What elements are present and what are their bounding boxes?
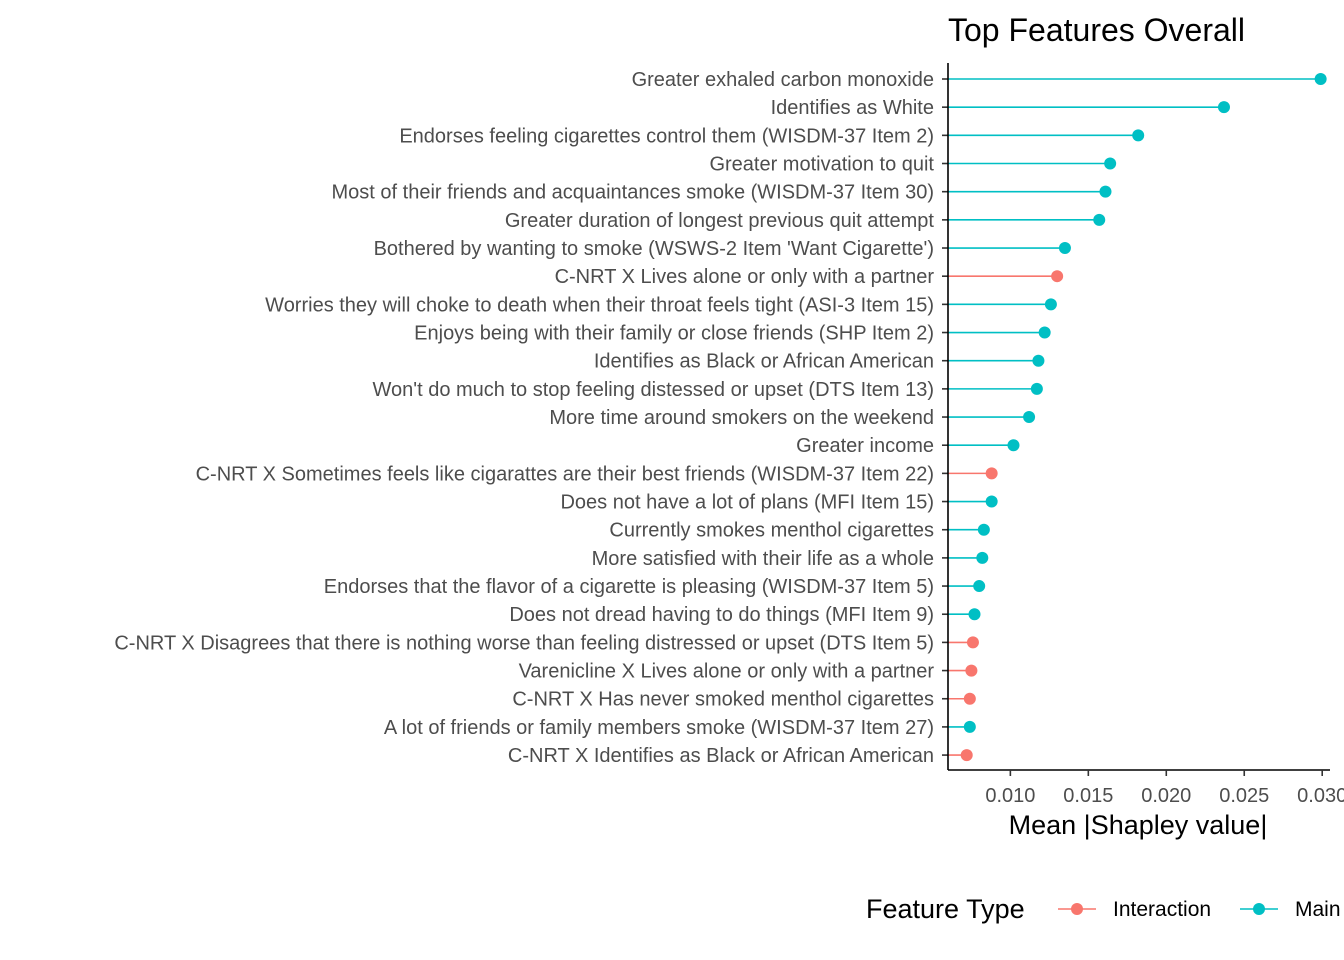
legend-label-main: Main (1295, 898, 1341, 921)
feature-row: Greater duration of longest previous qui… (505, 210, 1106, 232)
lollipop-point (963, 720, 976, 733)
lollipop-point (1217, 101, 1230, 114)
x-tick-label: 0.025 (1219, 785, 1269, 807)
feature-row: Greater exhaled carbon monoxide (632, 69, 1327, 91)
feature-row: C-NRT X Identifies as Black or African A… (508, 745, 973, 767)
lollipop-point (1038, 326, 1051, 339)
feature-row: Bothered by wanting to smoke (WSWS-2 Ite… (374, 238, 1071, 260)
y-tick-label: C-NRT X Has never smoked menthol cigaret… (512, 689, 934, 711)
y-tick-label: A lot of friends or family members smoke… (384, 717, 934, 739)
feature-row: C-NRT X Has never smoked menthol cigaret… (512, 689, 976, 711)
y-tick-label: Most of their friends and acquaintances … (332, 182, 934, 204)
y-tick-label: C-NRT X Sometimes feels like cigarattes … (196, 463, 934, 485)
lollipop-point (1093, 213, 1106, 226)
legend: Feature Type Interaction Main (866, 894, 1341, 924)
y-tick-label: Greater motivation to quit (709, 154, 934, 176)
feature-row: Identifies as Black or African American (594, 351, 1045, 373)
y-tick-label: Greater duration of longest previous qui… (505, 210, 935, 232)
y-tick-label: Endorses feeling cigarettes control them… (399, 125, 934, 147)
y-tick-label: Identifies as White (771, 97, 934, 119)
lollipop-point (1099, 185, 1112, 198)
feature-row: More satisfied with their life as a whol… (592, 548, 989, 570)
lollipop-point (963, 692, 976, 705)
y-tick-label: More time around smokers on the weekend (549, 407, 934, 429)
x-tick-label: 0.030 (1297, 785, 1344, 807)
feature-row: C-NRT X Lives alone or only with a partn… (555, 266, 1064, 288)
chart-title: Top Features Overall (948, 12, 1245, 48)
y-tick-label: Enjoys being with their family or close … (414, 323, 934, 345)
y-tick-label: Does not have a lot of plans (MFI Item 1… (560, 492, 934, 514)
feature-row: More time around smokers on the weekend (549, 407, 1036, 429)
lollipop-point (966, 636, 979, 649)
legend-key-point-interaction (1071, 903, 1083, 915)
x-axis-title: Mean |Shapley value| (1009, 810, 1268, 840)
y-tick-label: C-NRT X Lives alone or only with a partn… (555, 266, 935, 288)
lollipop-point (1023, 411, 1036, 424)
y-tick-label: Varenicline X Lives alone or only with a… (519, 661, 935, 683)
x-tick-label: 0.010 (985, 785, 1035, 807)
lollipop-point (1314, 73, 1327, 85)
x-axis-ticks: 0.010 0.015 0.020 0.025 0.030 (985, 770, 1344, 807)
legend-title: Feature Type (866, 894, 1025, 924)
feature-row: Enjoys being with their family or close … (414, 323, 1051, 345)
lollipop-point (960, 749, 973, 762)
y-tick-label: Worries they will choke to death when th… (265, 294, 934, 316)
lollipop-point (973, 580, 986, 593)
lollipop-point (1058, 242, 1071, 255)
lollipop-point (985, 467, 998, 480)
lollipop-point (1132, 129, 1145, 142)
legend-label-interaction: Interaction (1113, 898, 1211, 921)
lollipop-point (1051, 270, 1064, 283)
lollipop-point (968, 608, 981, 621)
feature-row: C-NRT X Disagrees that there is nothing … (114, 632, 979, 654)
feature-row: Identifies as White (771, 97, 1230, 119)
x-tick-label: 0.015 (1063, 785, 1113, 807)
y-tick-label: Won't do much to stop feeling distessed … (373, 379, 935, 401)
lollipop-point (977, 523, 990, 536)
feature-row: Most of their friends and acquaintances … (332, 182, 1112, 204)
x-tick-label: 0.020 (1141, 785, 1191, 807)
lollipop-point (965, 664, 978, 677)
feature-row: Endorses that the flavor of a cigarette … (324, 576, 986, 598)
feature-row: Currently smokes menthol cigarettes (609, 520, 990, 542)
y-tick-label: Currently smokes menthol cigarettes (609, 520, 934, 542)
feature-row: Won't do much to stop feeling distessed … (373, 379, 1043, 401)
feature-row: Endorses feeling cigarettes control them… (399, 125, 1145, 147)
lollipop-point (1104, 157, 1117, 170)
lollipop-point (1007, 439, 1020, 452)
y-tick-label: Does not dread having to do things (MFI … (509, 604, 934, 626)
y-tick-label: Greater exhaled carbon monoxide (632, 69, 934, 91)
y-tick-label: More satisfied with their life as a whol… (592, 548, 934, 570)
feature-row: Greater motivation to quit (709, 154, 1117, 176)
feature-row: Varenicline X Lives alone or only with a… (519, 661, 978, 683)
y-tick-label: Bothered by wanting to smoke (WSWS-2 Ite… (374, 238, 934, 260)
legend-key-point-main (1253, 903, 1265, 915)
feature-row: A lot of friends or family members smoke… (384, 717, 976, 739)
feature-rows: Greater exhaled carbon monoxide Identifie… (114, 69, 1327, 767)
lollipop-point (976, 551, 989, 564)
feature-row: Worries they will choke to death when th… (265, 294, 1057, 316)
lollipop-point (985, 495, 998, 508)
y-tick-label: Endorses that the flavor of a cigarette … (324, 576, 934, 598)
y-tick-label: C-NRT X Identifies as Black or African A… (508, 745, 934, 767)
feature-row: Does not dread having to do things (MFI … (509, 604, 981, 626)
lollipop-point (1044, 298, 1057, 311)
feature-row: Greater income (796, 435, 1020, 457)
feature-row: C-NRT X Sometimes feels like cigarattes … (196, 463, 998, 485)
legend-item-main: Main (1240, 898, 1341, 921)
y-tick-label: Identifies as Black or African American (594, 351, 934, 373)
y-tick-label: C-NRT X Disagrees that there is nothing … (114, 632, 934, 654)
y-tick-label: Greater income (796, 435, 934, 457)
lollipop-point (1030, 382, 1043, 395)
feature-row: Does not have a lot of plans (MFI Item 1… (560, 492, 998, 514)
legend-item-interaction: Interaction (1058, 898, 1211, 921)
lollipop-point (1032, 354, 1045, 367)
